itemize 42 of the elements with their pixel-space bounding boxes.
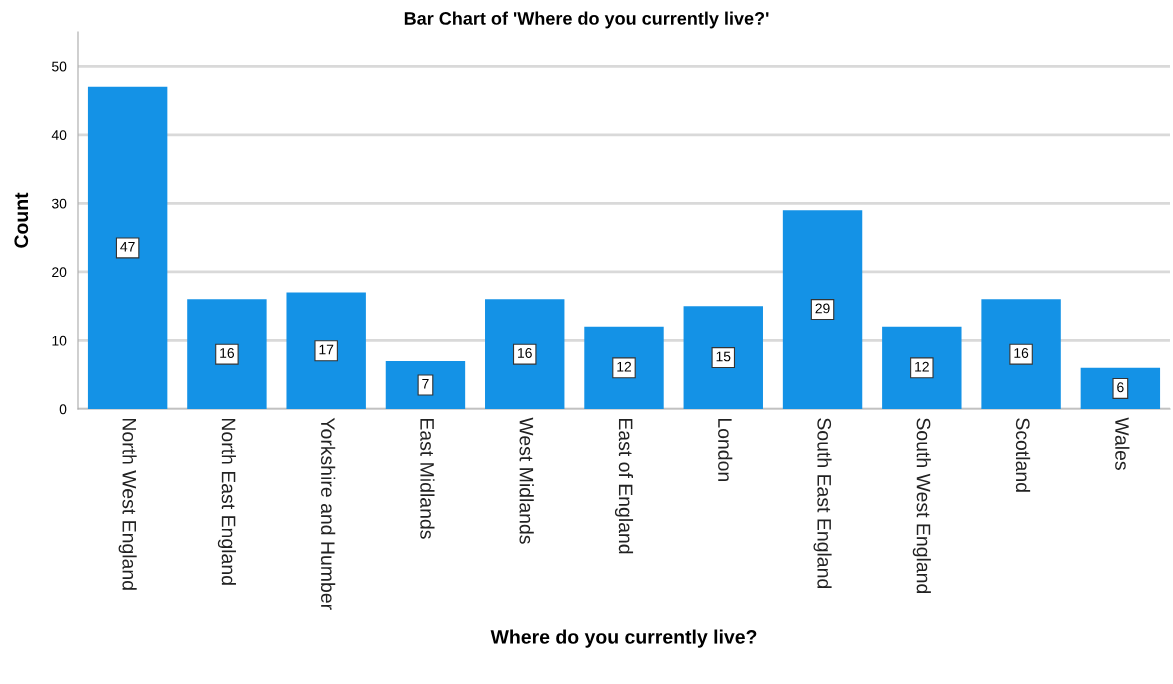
data-label: 16 [220, 348, 235, 358]
y-tick-label: 40 [51, 130, 67, 140]
bar [286, 292, 366, 409]
data-label: 29 [815, 303, 830, 314]
bar [584, 326, 664, 409]
data-label: 7 [422, 379, 429, 389]
y-tick-label: 50 [52, 61, 67, 72]
bar [981, 299, 1061, 409]
y-tick-label: 10 [52, 335, 67, 346]
x-tick-label: South East England [813, 418, 832, 588]
x-tick-label: East of England [614, 418, 634, 554]
x-tick-label: Yorkshire and Humber [320, 417, 336, 610]
data-label: 12 [617, 361, 632, 372]
bar [187, 299, 267, 409]
x-axis-title: Where do you currently live? [490, 629, 757, 648]
x-tick-label: East Midlands [420, 418, 435, 539]
x-tick-label: South West England [912, 418, 931, 594]
y-tick-label: 20 [52, 267, 67, 278]
bar [385, 361, 466, 409]
x-tick-label: North West England [118, 418, 137, 590]
y-tick-label: 0 [59, 404, 67, 415]
x-tick-label: Wales [1115, 417, 1130, 470]
bar [485, 299, 565, 409]
y-axis-title: Count [14, 192, 29, 248]
x-tick-label: North East England [217, 418, 236, 585]
bar [882, 326, 962, 409]
data-label: 16 [1014, 348, 1029, 358]
bar [1080, 367, 1161, 409]
data-label: 15 [716, 351, 731, 362]
data-label: 12 [915, 361, 929, 372]
bar [87, 86, 168, 409]
chart-title: Bar Chart of 'Where do you currently live?' [404, 11, 769, 29]
x-tick-label: West Midlands [519, 417, 534, 544]
data-label: 47 [120, 241, 135, 252]
x-tick-label: Scotland [1015, 418, 1031, 492]
y-tick-label: 30 [51, 198, 67, 209]
data-label: 17 [319, 344, 334, 355]
data-label: 16 [518, 348, 532, 358]
data-label: 6 [1117, 382, 1124, 393]
x-tick-label: London [718, 418, 733, 481]
bar [683, 306, 763, 409]
bar [782, 210, 863, 409]
